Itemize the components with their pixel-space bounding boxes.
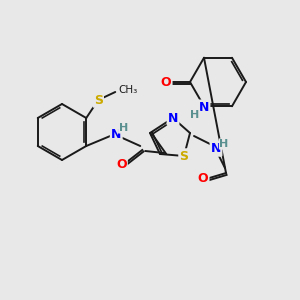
Text: O: O xyxy=(116,158,127,172)
Text: S: S xyxy=(94,94,103,106)
Text: O: O xyxy=(198,172,208,185)
Text: CH₃: CH₃ xyxy=(118,85,137,95)
Text: S: S xyxy=(179,149,188,163)
Text: N: N xyxy=(111,128,122,140)
Text: H: H xyxy=(190,110,200,120)
Text: N: N xyxy=(211,142,221,155)
Text: H: H xyxy=(219,139,229,149)
Text: N: N xyxy=(168,112,178,124)
Text: H: H xyxy=(118,123,128,133)
Text: N: N xyxy=(199,101,209,114)
Text: O: O xyxy=(161,76,171,88)
